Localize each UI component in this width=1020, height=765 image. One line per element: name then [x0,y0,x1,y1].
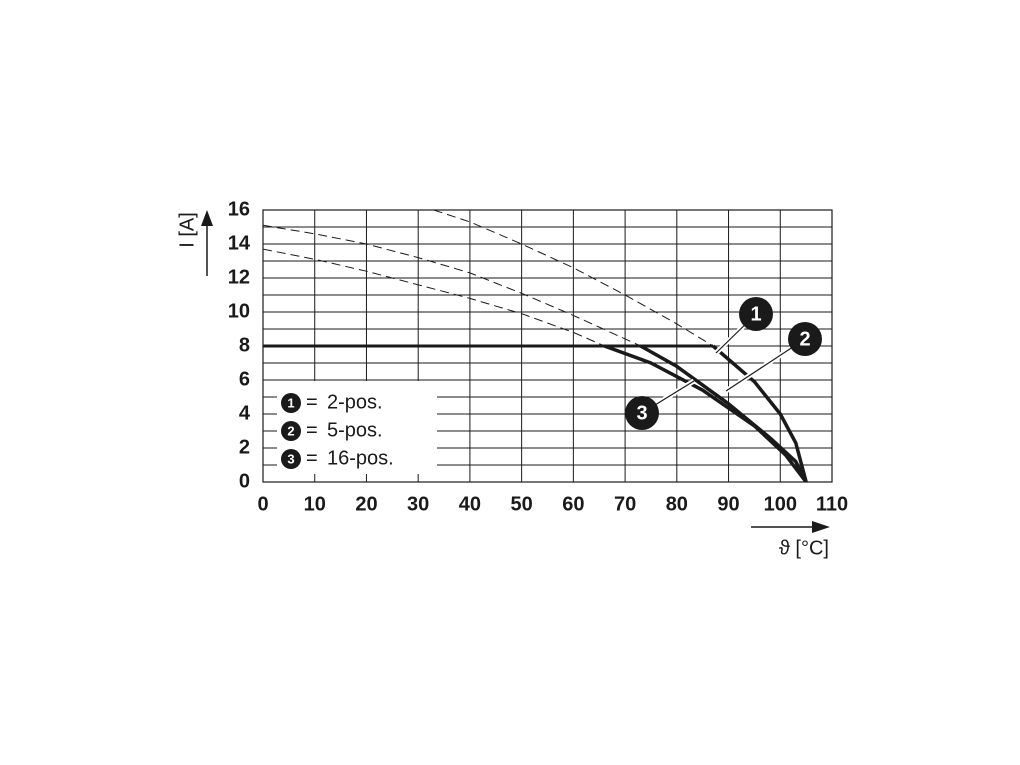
curve-dashed [263,248,605,347]
y-tick-label: 4 [239,402,251,424]
y-tick-label: 0 [239,470,250,492]
curve-dashed [433,210,714,347]
x-tick-label: 0 [257,493,268,515]
callout-number: 2 [799,328,810,350]
y-tick-label: 10 [228,300,250,322]
x-tick-label: 80 [666,493,688,515]
y-axis-label: I [A] [176,212,198,248]
y-tick-label: 6 [239,368,250,390]
y-tick-label: 16 [228,198,250,220]
curve-solid [711,344,808,482]
callout-badge [739,297,773,331]
callout-badge [625,396,659,430]
x-tick-label: 50 [511,493,533,515]
x-tick-label: 30 [407,493,429,515]
curve-dashed [263,224,641,347]
y-arrow-head [201,210,213,226]
legend-label: 16-pos. [327,447,394,469]
legend-separator: = [306,391,318,413]
y-tick-label: 14 [228,232,251,254]
x-tick-label: 90 [717,493,739,515]
legend-badge [281,421,301,441]
legend-badge [281,393,301,413]
curve-solid [603,344,808,482]
callout-badge [788,322,822,356]
curves [263,210,808,482]
legend-number: 2 [287,423,294,438]
x-tick-label: 10 [304,493,326,515]
x-axis-label: ϑ [°C] [779,537,829,559]
x-tick-label: 100 [764,493,797,515]
x-tick-label: 70 [614,493,636,515]
legend-label: 5-pos. [327,419,383,441]
legend-separator: = [306,447,318,469]
legend-badge [281,449,301,469]
legend-number: 3 [287,451,294,466]
y-tick-label: 12 [228,266,250,288]
x-tick-label: 20 [355,493,377,515]
legend-separator: = [306,419,318,441]
x-tick-label: 60 [562,493,584,515]
legend-label: 2-pos. [327,391,383,413]
callout-number: 3 [636,402,647,424]
y-tick-label: 2 [239,436,250,458]
plot-frame [262,209,833,483]
x-tick-label: 40 [459,493,481,515]
callout-number: 1 [750,303,761,325]
x-tick-label: 110 [816,493,848,515]
legend-number: 1 [287,395,294,410]
y-tick-label: 8 [239,334,250,356]
x-arrow-head [812,521,830,533]
legend-box [277,381,437,474]
